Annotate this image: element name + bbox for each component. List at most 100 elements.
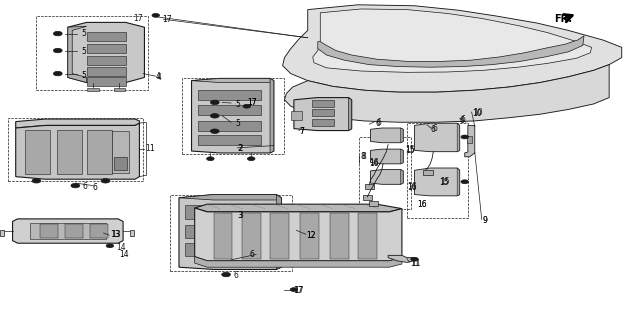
Polygon shape [87,44,126,53]
Text: 10: 10 [472,109,482,118]
Circle shape [152,13,160,17]
Text: 6: 6 [376,119,381,128]
Text: 12: 12 [306,231,316,240]
Text: 16: 16 [408,182,417,191]
Polygon shape [276,195,281,269]
Text: 16: 16 [369,159,379,168]
Text: 15: 15 [440,178,449,187]
Bar [407,123,468,218]
Text: 17: 17 [247,98,257,107]
Bar [114,157,127,170]
Bar [311,109,333,116]
Circle shape [106,244,114,248]
Polygon shape [87,77,126,86]
Text: 4: 4 [157,73,162,82]
Text: 1: 1 [146,144,151,153]
Text: 7: 7 [299,127,304,136]
Bar [87,88,99,91]
Text: 11: 11 [410,260,420,268]
Circle shape [210,129,219,133]
Text: 16: 16 [418,200,427,209]
Text: 17: 17 [293,286,303,295]
Text: 15: 15 [440,177,450,186]
Text: 13: 13 [111,230,121,239]
Polygon shape [214,213,232,259]
Circle shape [461,135,468,139]
Polygon shape [87,130,112,174]
Text: 17: 17 [134,14,143,23]
Circle shape [53,48,62,53]
Bar [467,136,472,143]
Polygon shape [388,255,418,262]
Bar [369,201,378,206]
Bar [90,224,108,238]
Polygon shape [457,168,460,196]
Polygon shape [185,243,275,256]
Circle shape [207,157,214,161]
Polygon shape [68,22,144,83]
Text: 5: 5 [82,47,87,56]
Text: 6: 6 [83,182,88,191]
Circle shape [53,31,62,36]
Polygon shape [358,213,377,259]
Text: 14: 14 [119,250,129,259]
Bar [30,223,106,239]
Polygon shape [16,119,139,128]
Text: 12: 12 [306,231,316,240]
Text: 3: 3 [239,212,244,220]
Polygon shape [192,78,274,83]
Text: 16: 16 [369,158,379,167]
Polygon shape [401,170,403,184]
Bar [170,195,292,271]
Text: 2: 2 [237,144,242,153]
Text: 2: 2 [239,144,244,153]
Text: 5: 5 [236,100,241,108]
Bar [114,88,125,91]
Text: 5: 5 [82,29,87,38]
Text: 7: 7 [299,127,304,136]
Polygon shape [294,98,352,131]
Polygon shape [330,213,349,259]
Text: 11: 11 [411,259,420,268]
Polygon shape [371,170,403,184]
Text: FR.: FR. [554,14,572,24]
Text: 6: 6 [249,250,254,259]
Circle shape [247,157,255,161]
Polygon shape [195,257,402,267]
Polygon shape [185,225,275,238]
Circle shape [222,272,230,277]
Text: 17: 17 [295,286,304,295]
Polygon shape [401,128,403,143]
Polygon shape [371,128,403,143]
Polygon shape [284,65,609,122]
Polygon shape [198,121,261,131]
Polygon shape [198,135,261,145]
Text: 5: 5 [82,71,87,80]
Polygon shape [179,195,281,200]
Bar [130,230,134,236]
Polygon shape [57,130,82,174]
Polygon shape [401,149,403,164]
Polygon shape [371,149,403,164]
Polygon shape [87,67,126,76]
Bar [291,111,302,120]
Polygon shape [198,105,261,115]
Text: 16: 16 [418,200,427,209]
Polygon shape [179,195,281,269]
Circle shape [71,183,80,188]
Text: 6: 6 [461,115,466,124]
Polygon shape [318,36,584,67]
Bar [182,78,284,154]
Text: 8: 8 [361,152,366,161]
Bar [311,100,333,107]
Polygon shape [68,26,87,83]
Bar [311,119,333,126]
Bar [65,224,83,238]
Circle shape [101,179,110,183]
Text: 9: 9 [482,216,487,225]
Polygon shape [300,213,319,259]
Polygon shape [457,123,460,152]
Polygon shape [242,213,261,259]
Polygon shape [414,168,460,196]
Circle shape [32,179,41,183]
